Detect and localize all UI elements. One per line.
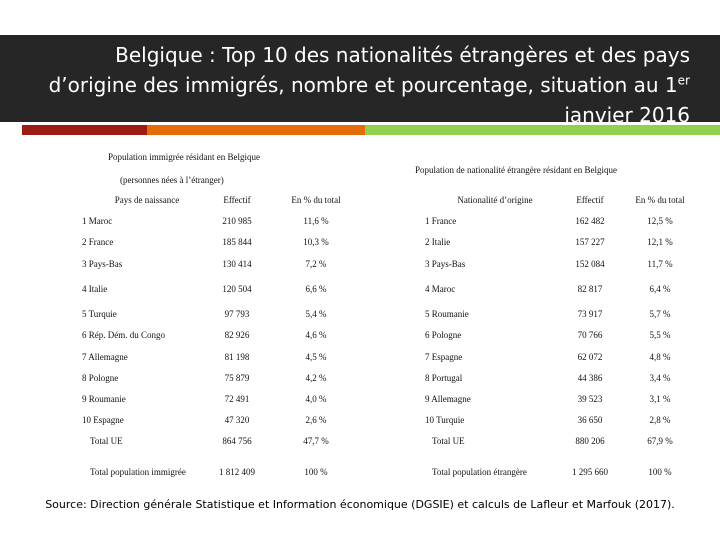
- table-cell: 47 320: [224, 415, 250, 425]
- column-header: En % du total: [291, 195, 341, 205]
- table-cell: 73 917: [577, 309, 603, 319]
- table-cell: 864 756: [222, 436, 252, 446]
- table-cell: 100 %: [648, 467, 672, 477]
- column-header: Effectif: [576, 195, 604, 205]
- table-cell: 5 Roumanie: [425, 309, 469, 319]
- table-cell: 62 072: [577, 352, 603, 362]
- table-cell: 3 Pays-Bas: [82, 259, 123, 269]
- table-cell: 82 817: [577, 284, 603, 294]
- title-text: janvier 2016: [564, 103, 690, 127]
- table-cell: 7,2 %: [305, 259, 327, 269]
- table-cell: 5,4 %: [305, 309, 327, 319]
- table-cell: 4,8 %: [649, 352, 671, 362]
- table-cell: 36 650: [577, 415, 603, 425]
- table-cell: 2 France: [82, 237, 114, 247]
- table-cell: 3,4 %: [649, 373, 671, 383]
- table-cell: Total population immigrée: [90, 467, 186, 477]
- table-cell: 82 926: [224, 330, 250, 340]
- table-cell: 100 %: [304, 467, 328, 477]
- table-cell: 6,4 %: [649, 284, 671, 294]
- table-cell: 5 Turquie: [82, 309, 117, 319]
- table-cell: Total UE: [90, 436, 123, 446]
- column-header: Nationalité d’origine: [457, 195, 533, 205]
- table-cell: 5,7 %: [649, 309, 671, 319]
- table-cell: 11,7 %: [647, 259, 673, 269]
- title-bar: [0, 35, 720, 122]
- table-cell: 9 Allemagne: [425, 394, 471, 404]
- table-cell: 880 206: [575, 436, 605, 446]
- table-cell: 185 844: [222, 237, 252, 247]
- table-cell: 1 295 660: [572, 467, 608, 477]
- table-cell: 4,6 %: [305, 330, 327, 340]
- table-cell: 10,3 %: [303, 237, 329, 247]
- table-cell: 44 386: [577, 373, 603, 383]
- table-subcaption: (personnes nées à l’étranger): [120, 175, 224, 185]
- table-cell: 1 Maroc: [82, 216, 113, 226]
- accent-strip: [365, 125, 720, 135]
- table-cell: 39 523: [577, 394, 603, 404]
- table-cell: 97 793: [224, 309, 250, 319]
- table-cell: 8 Portugal: [425, 373, 463, 383]
- table-cell: 8 Pologne: [82, 373, 119, 383]
- table-cell: 3 Pays-Bas: [425, 259, 466, 269]
- table-cell: Total UE: [432, 436, 465, 446]
- table-cell: 81 198: [224, 352, 250, 362]
- table-cell: 75 879: [224, 373, 250, 383]
- table-cell: 4 Maroc: [425, 284, 456, 294]
- table-cell: 6 Rép. Dém. du Congo: [82, 330, 165, 340]
- table-caption: Population immigrée résidant en Belgique: [108, 152, 260, 162]
- table-cell: 11,6 %: [303, 216, 329, 226]
- table-cell: 2,8 %: [649, 415, 671, 425]
- table-cell: 3,1 %: [649, 394, 671, 404]
- title-superscript: er: [677, 73, 690, 88]
- column-header: Pays de naissance: [114, 195, 180, 205]
- table-cell: 4 Italie: [82, 284, 108, 294]
- table-cell: Total population étrangère: [432, 467, 527, 477]
- table-cell: 70 766: [577, 330, 603, 340]
- table-cell: 10 Espagne: [82, 415, 124, 425]
- accent-strip: [147, 125, 365, 135]
- table-cell: 10 Turquie: [425, 415, 465, 425]
- table-cell: 210 985: [222, 216, 252, 226]
- table-cell: 2,6 %: [305, 415, 327, 425]
- source-note: Source: Direction générale Statistique e…: [45, 498, 675, 511]
- table-cell: 4,2 %: [305, 373, 327, 383]
- table-cell: 2 Italie: [425, 237, 451, 247]
- title-text: Belgique : Top 10 des nationalités étran…: [48, 43, 690, 97]
- table-cell: 12,1 %: [647, 237, 673, 247]
- column-header: Effectif: [223, 195, 251, 205]
- table-cell: 6 Pologne: [425, 330, 462, 340]
- table-cell: 157 227: [575, 237, 605, 247]
- table-cell: 162 482: [575, 216, 605, 226]
- table-cell: 67,9 %: [647, 436, 673, 446]
- table-cell: 4,5 %: [305, 352, 327, 362]
- table-cell: 7 Allemagne: [82, 352, 128, 362]
- table-cell: 47,7 %: [303, 436, 329, 446]
- accent-strip: [22, 125, 147, 135]
- table-cell: 6,6 %: [305, 284, 327, 294]
- table-cell: 152 084: [575, 259, 605, 269]
- table-cell: 1 812 409: [219, 467, 255, 477]
- table-cell: 130 414: [222, 259, 252, 269]
- table-cell: 120 504: [222, 284, 252, 294]
- table-cell: 1 France: [425, 216, 457, 226]
- table-cell: 5,5 %: [649, 330, 671, 340]
- table-cell: 12,5 %: [647, 216, 673, 226]
- table-cell: 7 Espagne: [425, 352, 463, 362]
- slide-title: Belgique : Top 10 des nationalités étran…: [25, 40, 690, 130]
- column-header: En % du total: [635, 195, 685, 205]
- table-caption: Population de nationalité étrangère rési…: [415, 165, 617, 175]
- table-cell: 72 491: [224, 394, 250, 404]
- table-cell: 4,0 %: [305, 394, 327, 404]
- table-cell: 9 Roumanie: [82, 394, 126, 404]
